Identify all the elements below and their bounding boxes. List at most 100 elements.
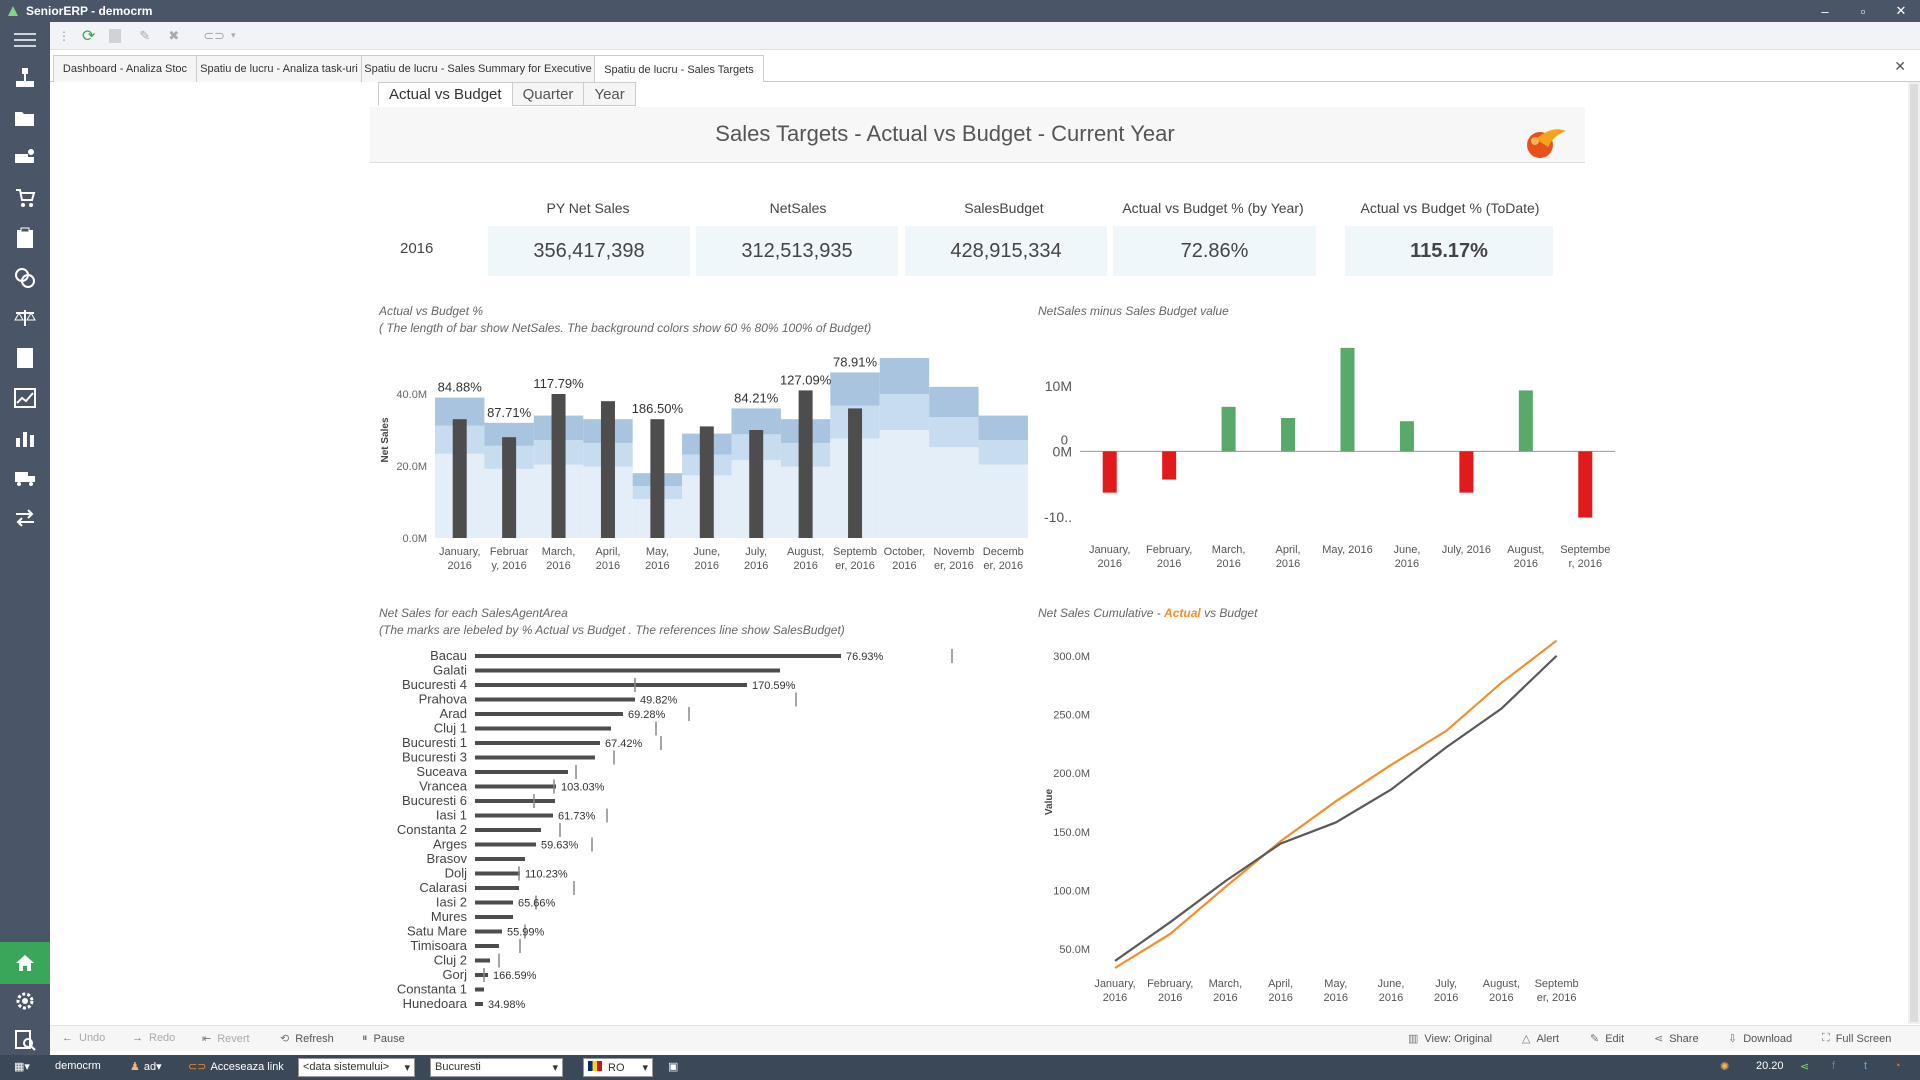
chart2-xtick-label: 2016 [1216, 558, 1240, 570]
chart2-xtick-label: May, 2016 [1322, 544, 1373, 556]
report-search-icon[interactable] [11, 1026, 39, 1054]
link-icon[interactable]: ⊂⊃ [203, 27, 226, 43]
chart1-xtick-label: March, [542, 546, 576, 558]
chart3-subtitle: (The marks are lebeled by % Actual vs Bu… [379, 623, 845, 637]
tab-year[interactable]: Year [583, 82, 636, 106]
redo-button[interactable]: → Redo [132, 1032, 176, 1044]
access-link-button[interactable]: ⊂⊃ Acceseaza link [188, 1060, 284, 1074]
chart3-bar [475, 973, 488, 977]
close-window-button[interactable]: ✕ [1895, 3, 1907, 18]
chart4-ytick-label: 150.0M [1053, 827, 1090, 839]
twitter-icon[interactable]: t [1864, 1060, 1868, 1072]
transfer-arrows-icon[interactable] [11, 504, 39, 532]
building-icon[interactable] [11, 344, 39, 372]
edit-pencil-icon[interactable]: ✎ [139, 27, 151, 43]
fullscreen-icon: ⛶ [1822, 1032, 1830, 1044]
chart1-bar [749, 430, 764, 538]
toolbar-grip-icon: ⋮ [58, 28, 70, 43]
chart4-xtick-label: January, [1094, 978, 1135, 990]
chart4-ytick-label: 250.0M [1053, 709, 1090, 721]
document-tabs: Dashboard - Analiza Stoc Spatiu de lucru… [50, 52, 1920, 83]
rss-icon[interactable]: ◔ [1894, 1060, 1901, 1072]
window-layout-icon[interactable]: ▣ [668, 1061, 679, 1073]
tab-sales-targets[interactable]: Spatiu de lucru - Sales Targets [594, 55, 764, 83]
chart1-ytick-label: 20.0M [396, 461, 427, 473]
maximize-button[interactable]: ▫ [1860, 3, 1866, 19]
coins-icon[interactable] [11, 264, 39, 292]
scrollbar-thumb[interactable] [1910, 84, 1918, 1022]
document-icon[interactable] [109, 28, 122, 43]
bar-chart-icon[interactable] [11, 424, 39, 452]
apps-grid-icon[interactable]: ▦▾ [14, 1061, 30, 1073]
minimize-button[interactable]: – [1821, 3, 1829, 19]
chart3-bar [475, 755, 595, 760]
kpi-avb-year-value: 72.86% [1113, 226, 1316, 276]
app-logo-icon [8, 6, 18, 16]
chart1-xtick-label: May, [646, 546, 669, 558]
network-icon[interactable]: ⋖ [1800, 1061, 1810, 1073]
undo-button[interactable]: ← Undo [62, 1032, 106, 1044]
chart4-xtick-label: er, 2016 [1537, 992, 1577, 1004]
tab-analiza-stoc[interactable]: Dashboard - Analiza Stoc [53, 55, 197, 82]
date-select[interactable]: <data sistemului> ▾ [298, 1058, 415, 1077]
settings-gear-icon[interactable] [11, 987, 39, 1015]
tab-quarter[interactable]: Quarter [511, 82, 585, 106]
chart4-xtick-label: 2016 [1103, 992, 1127, 1004]
kpi-year: 2016 [400, 240, 434, 257]
chart3-category-label: Gorj [442, 967, 467, 982]
full-screen-button[interactable]: ⛶ Full Screen [1822, 1032, 1892, 1045]
chart3-category-label: Constanta 1 [397, 982, 467, 997]
chart1-bar [600, 401, 615, 538]
left-sidebar [0, 22, 50, 1055]
refresh-button[interactable]: ⟲ Refresh [280, 1032, 334, 1046]
actual-vs-budget-chart: 0.0M 20.0M 40.0M Net Sales 84.88% 87.71%117.7… [380, 340, 1028, 572]
refresh-green-icon[interactable]: ⟳ [82, 27, 96, 45]
close-tab-icon[interactable]: ✕ [1894, 58, 1906, 74]
org-chart-icon[interactable] [11, 64, 39, 92]
edit-button[interactable]: ✎ Edit [1590, 1032, 1625, 1046]
download-icon: ⇩ [1728, 1033, 1738, 1045]
trend-chart-icon[interactable] [11, 384, 39, 412]
balance-scale-icon[interactable] [11, 304, 39, 332]
refresh-icon: ⟲ [280, 1033, 290, 1045]
role-menu[interactable]: ♟ ad ▾ [130, 1060, 162, 1074]
chart3-pct-label: 59.63% [541, 840, 579, 852]
delete-x-icon[interactable]: ✖ [168, 27, 180, 43]
vertical-scrollbar[interactable] [1908, 82, 1920, 1024]
tab-sales-summary[interactable]: Spatiu de lucru - Sales Summary for Exec… [361, 55, 595, 82]
home-button[interactable] [0, 942, 50, 984]
tab-analiza-task-uri[interactable]: Spatiu de lucru - Analiza task-uri [196, 55, 362, 82]
chart3-category-label: Constanta 2 [397, 822, 467, 837]
chart3-pct-label: 49.82% [640, 695, 678, 707]
view-original-button[interactable]: ▥ View: Original [1408, 1032, 1493, 1046]
chart1-bar [452, 419, 467, 538]
truck-add-icon[interactable] [11, 144, 39, 172]
location-select[interactable]: Bucuresti ▾ [430, 1058, 563, 1077]
alert-button[interactable]: △ Alert [1522, 1032, 1560, 1046]
notification-icon[interactable]: ✺ [1720, 1061, 1730, 1073]
tab-actual-vs-budget[interactable]: Actual vs Budget [378, 82, 513, 106]
download-button[interactable]: ⇩ Download [1728, 1032, 1793, 1046]
chain-link-icon: ⊂⊃ [188, 1061, 207, 1073]
kpi-py-net-sales-value: 356,417,398 [488, 226, 690, 276]
chart4-series-line-budget [1114, 655, 1558, 962]
revert-button[interactable]: ⇤ Revert [202, 1032, 250, 1046]
cart-icon[interactable] [11, 184, 39, 212]
pencil-icon: ✎ [1590, 1033, 1600, 1045]
chart4-ytick-label: 100.0M [1053, 886, 1090, 898]
link-dropdown-chevron-icon[interactable]: ▾ [231, 30, 236, 40]
chart1-xtick-label: er, 2016 [983, 560, 1023, 572]
facebook-icon[interactable]: f [1832, 1060, 1836, 1072]
share-button[interactable]: ⋖ Share [1654, 1032, 1699, 1046]
folder-open-icon[interactable] [11, 104, 39, 132]
pause-button[interactable]: ⏸ Pause [362, 1032, 405, 1045]
chart3-pct-label: 170.59% [752, 680, 796, 692]
chart1-bar [699, 426, 714, 538]
delivery-truck-icon[interactable] [11, 464, 39, 492]
clipboard-icon[interactable] [11, 224, 39, 252]
chart3-bar [475, 813, 553, 818]
hamburger-menu-icon[interactable] [11, 26, 39, 54]
chart4-ytick-label: 50.0M [1059, 944, 1090, 956]
chart1-pct-label: 84.21% [734, 390, 779, 405]
language-select[interactable]: RO ▾ [583, 1058, 653, 1077]
